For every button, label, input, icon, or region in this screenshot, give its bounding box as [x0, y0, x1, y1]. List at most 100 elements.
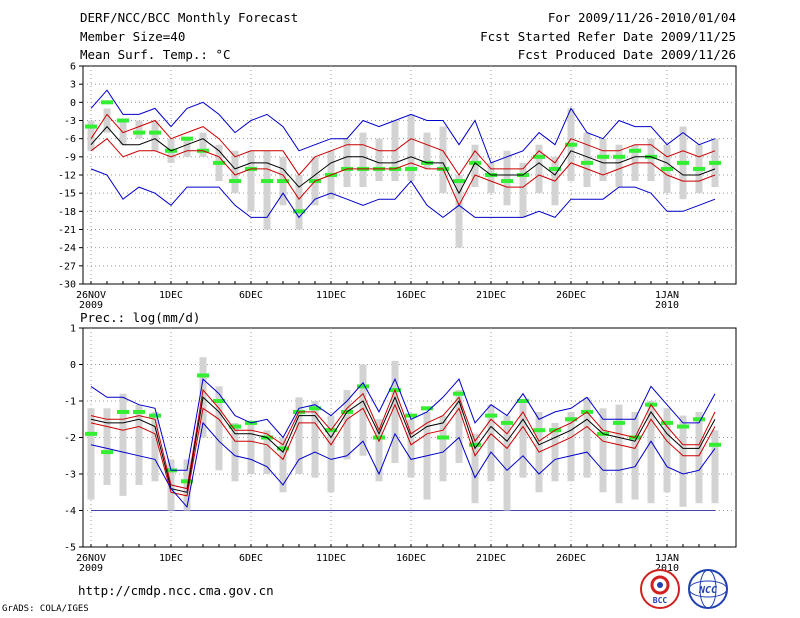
- chart0-ytick-label: -3: [64, 116, 76, 127]
- chart0-spread-box: [295, 175, 303, 230]
- chart0-xtick-label: 11DEC: [316, 290, 346, 301]
- chart0-obs-marker: [85, 124, 97, 129]
- chart0-obs-marker: [453, 179, 465, 184]
- chart1-spread-box: [615, 404, 623, 504]
- chart0-spread-box: [247, 150, 255, 212]
- chart0-obs-marker: [101, 100, 113, 105]
- chart0-obs-marker: [277, 179, 289, 184]
- chart0-xtick-sublabel: 2009: [79, 300, 103, 311]
- chart1-xtick-label: 26DEC: [556, 553, 586, 564]
- chart1-spread-box: [231, 422, 239, 482]
- chart0-xtick-sublabel: 2010: [655, 300, 679, 311]
- chart1-spread-box: [263, 430, 271, 474]
- chart1-ytick-label: -5: [64, 543, 76, 554]
- chart0-series-min: [90, 168, 716, 219]
- chart0-obs-marker: [261, 179, 273, 184]
- chart0-series-sd_lower: [90, 138, 716, 207]
- chart1-spread-box: [487, 404, 495, 482]
- chart0-spread-box: [599, 138, 607, 182]
- chart1-spread-box: [439, 415, 447, 482]
- chart0-xtick-label: 26NOV: [76, 290, 106, 301]
- chart1-series-max: [90, 377, 716, 471]
- chart0-obs-marker: [581, 160, 593, 165]
- chart1-obs-marker: [453, 391, 465, 396]
- chart0-ytick-label: 0: [70, 98, 76, 109]
- chart1-xtick-label: 6DEC: [239, 553, 263, 564]
- chart1-obs-marker: [85, 431, 97, 436]
- chart1-obs-marker: [101, 450, 113, 455]
- chart1-spread-box: [87, 408, 95, 500]
- bcc-logo: BCC: [640, 569, 680, 609]
- chart1-xtick-sublabel: 2009: [79, 563, 103, 574]
- chart0-xtick-label: 26DEC: [556, 290, 586, 301]
- chart0-ytick-label: -6: [64, 134, 76, 145]
- chart1-obs-marker: [693, 417, 705, 422]
- chart0-ytick-label: 6: [70, 62, 76, 73]
- chart1-xtick-label: 21DEC: [476, 553, 506, 564]
- chart0-spread-box: [423, 132, 431, 169]
- chart1-spread-box: [151, 411, 159, 482]
- chart1-obs-marker: [133, 409, 145, 414]
- chart1-obs-marker: [309, 406, 321, 411]
- chart0-spread-box: [583, 132, 591, 188]
- source-url[interactable]: http://cmdp.ncc.cma.gov.cn: [78, 583, 274, 598]
- chart1-spread-box: [695, 411, 703, 504]
- chart1-obs-marker: [677, 424, 689, 429]
- ncc-logo-text: NCC: [698, 585, 717, 596]
- chart0-spread-box: [519, 162, 527, 218]
- chart0-spread-box: [263, 150, 271, 230]
- chart1-ytick-label: -3: [64, 470, 76, 481]
- chart1-spread-box: [183, 459, 191, 511]
- forecast-produced-date: Fcst Produced Date 2009/11/26: [517, 47, 736, 62]
- chart0-obs-marker: [117, 118, 129, 123]
- chart1-spread-box: [215, 386, 223, 471]
- chart0-spread-box: [343, 138, 351, 188]
- chart0-spread-box: [407, 114, 415, 182]
- chart1-series-sd_upper: [90, 388, 716, 490]
- chart1-spread-box: [583, 397, 591, 478]
- chart0-spread-box: [359, 132, 367, 188]
- chart1-obs-marker: [501, 420, 513, 425]
- chart0-series-mean: [90, 125, 716, 195]
- chart1-obs-marker: [517, 399, 529, 403]
- chart0-obs-marker: [693, 166, 705, 171]
- chart0-spread-box: [615, 144, 623, 188]
- chart1-spread-box: [327, 415, 335, 493]
- chart1-xtick-label: 1DEC: [159, 553, 183, 564]
- chart0-spread-box: [135, 120, 143, 139]
- chart0-spread-box: [455, 175, 463, 248]
- chart0-obs-marker: [149, 130, 161, 135]
- chart0-spread-box: [151, 120, 159, 151]
- chart1-spread-box: [455, 390, 463, 464]
- chart0-spread-box: [487, 162, 495, 194]
- chart1-spread-box: [359, 364, 367, 456]
- chart0-obs-marker: [613, 154, 625, 159]
- chart0-obs-marker: [629, 148, 641, 153]
- chart1-spread-box: [343, 390, 351, 460]
- chart1-obs-marker: [613, 420, 625, 425]
- chart1-obs-marker: [533, 428, 545, 433]
- chart1-spread-box: [519, 401, 527, 478]
- chart0-spread-box: [503, 150, 511, 206]
- chart0-ytick-label: -27: [58, 261, 76, 272]
- chart1-spread-box: [375, 419, 383, 482]
- chart0-obs-marker: [533, 154, 545, 159]
- chart0-spread-box: [199, 132, 207, 157]
- chart0-spread-box: [231, 150, 239, 194]
- chart1-spread-box: [311, 401, 319, 478]
- chart1-ytick-label: 1: [70, 324, 76, 335]
- chart1-obs-marker: [437, 435, 449, 440]
- chart0-obs-marker: [709, 160, 721, 165]
- chart1-spread-box: [711, 430, 719, 504]
- chart1-obs-marker: [421, 406, 433, 411]
- chart0-series-max: [90, 89, 716, 164]
- chart1-obs-marker: [373, 435, 385, 440]
- chart0-ytick-label: -12: [58, 171, 76, 182]
- chart1-spread-box: [679, 415, 687, 507]
- chart1-xtick-label: 1JAN: [655, 553, 679, 564]
- chart1-obs-marker: [357, 384, 369, 389]
- grads-credit: GrADS: COLA/IGES: [2, 604, 89, 614]
- chart1-spread-box: [279, 437, 287, 493]
